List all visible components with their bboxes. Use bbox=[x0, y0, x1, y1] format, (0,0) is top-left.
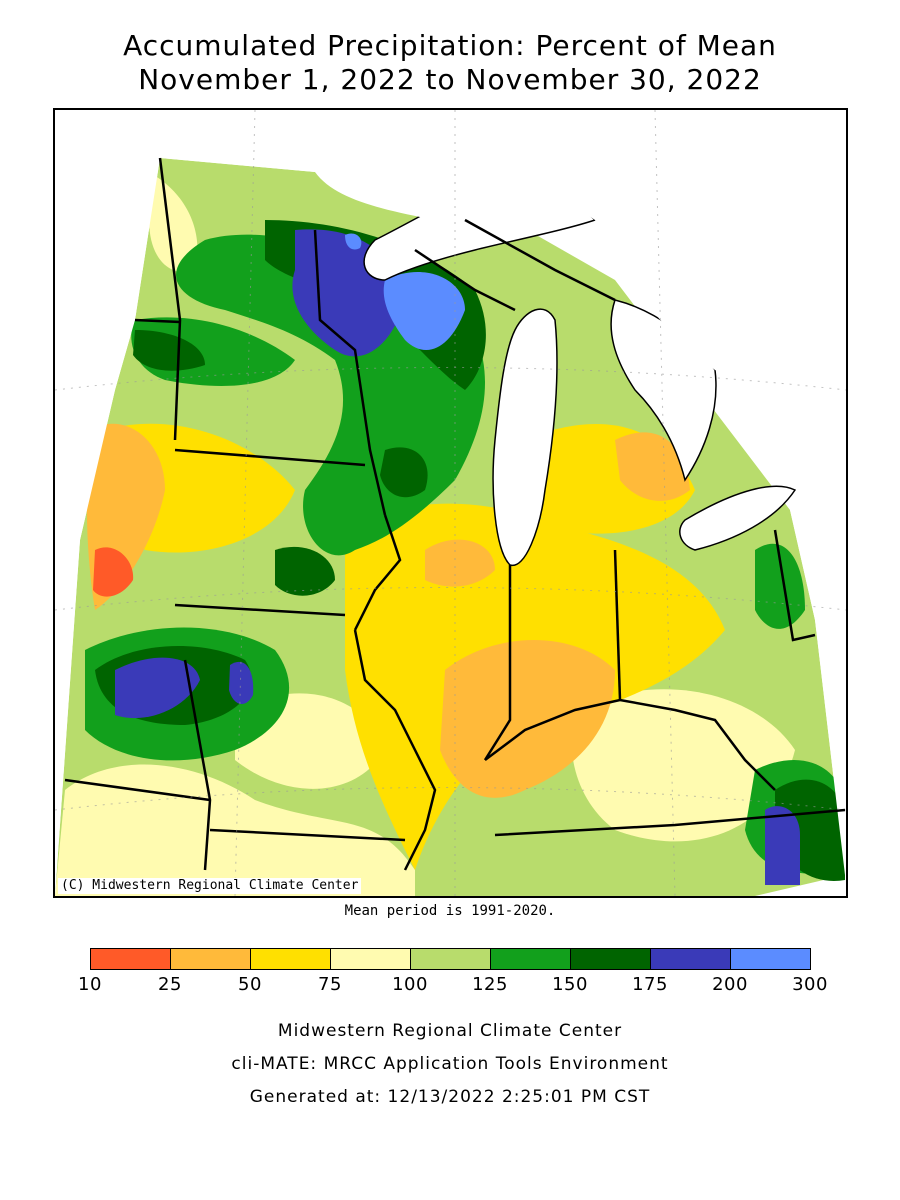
legend-tick-label: 200 bbox=[712, 974, 748, 995]
precip-zone-pale bbox=[145, 170, 198, 272]
legend-tick-label: 25 bbox=[158, 974, 182, 995]
legend-tick-label: 75 bbox=[318, 974, 342, 995]
precip-zone-dark-green bbox=[380, 447, 428, 498]
map-title-line-1: Accumulated Precipitation: Percent of Me… bbox=[123, 29, 777, 62]
outside-domain bbox=[55, 158, 160, 896]
precip-zone-dark-green bbox=[275, 546, 335, 596]
footer-generated: Generated at: 12/13/2022 2:25:01 PM CST bbox=[249, 1087, 651, 1107]
legend-swatch bbox=[170, 948, 251, 970]
minnesota-wisconsin-line bbox=[313, 229, 387, 516]
mean-period-note: Mean period is 1991-2020. bbox=[344, 903, 556, 919]
legend-tick-label: 100 bbox=[392, 974, 428, 995]
legend-tick-label: 125 bbox=[472, 974, 508, 995]
legend-tick-label: 175 bbox=[632, 974, 668, 995]
precip-zone-orange bbox=[440, 640, 615, 798]
ohio-river bbox=[484, 698, 776, 791]
legend-swatch bbox=[90, 948, 171, 970]
precip-zone-dark-blue bbox=[765, 806, 800, 885]
kentucky-tennessee-line bbox=[494, 808, 846, 837]
iowa-illinois-river bbox=[353, 514, 402, 631]
legend-swatch bbox=[570, 948, 651, 970]
legend-swatch bbox=[490, 948, 571, 970]
south-dakota-nebraska-line bbox=[134, 318, 181, 324]
legend-tick-label: 50 bbox=[238, 974, 262, 995]
precip-zone-light-blue bbox=[383, 271, 465, 350]
precip-zone-orange bbox=[615, 432, 690, 501]
minnesota-iowa-line bbox=[174, 448, 366, 467]
state-boundaries bbox=[64, 157, 846, 871]
indiana-ohio-line bbox=[613, 549, 622, 701]
footer-tool: cli-MATE: MRCC Application Tools Environ… bbox=[231, 1054, 669, 1074]
michigan-wisconsin-line bbox=[414, 248, 516, 312]
michigan-upper-peninsula-line bbox=[464, 218, 616, 302]
map-title-line-2: November 1, 2022 to November 30, 2022 bbox=[138, 63, 762, 96]
lake-michigan bbox=[492, 308, 558, 566]
precip-zone-dark-green bbox=[133, 330, 205, 371]
canada-area bbox=[55, 110, 846, 172]
precip-zone-light-blue bbox=[345, 233, 362, 250]
map-canvas bbox=[55, 110, 846, 896]
legend-swatch bbox=[410, 948, 491, 970]
footer-org: Midwestern Regional Climate Center bbox=[277, 1021, 623, 1041]
outside-domain bbox=[790, 490, 846, 896]
precip-zone-orange bbox=[425, 539, 495, 587]
canada-area bbox=[315, 150, 846, 379]
legend-tick-label: 300 bbox=[792, 974, 828, 995]
precip-zone-dark-blue bbox=[115, 657, 200, 719]
lake-erie bbox=[679, 485, 797, 551]
illinois-indiana-line bbox=[483, 565, 512, 761]
kansas-oklahoma-line bbox=[64, 778, 211, 802]
legend-swatch bbox=[330, 948, 411, 970]
precip-zone-red bbox=[93, 547, 134, 597]
precipitation-map: (C) Midwestern Regional Climate Center bbox=[53, 108, 848, 898]
legend-swatch bbox=[730, 948, 811, 970]
graticule bbox=[55, 110, 846, 896]
legend-swatch bbox=[650, 948, 731, 970]
legend-tick-label: 150 bbox=[552, 974, 588, 995]
color-legend bbox=[90, 948, 811, 970]
map-credit: (C) Midwestern Regional Climate Center bbox=[58, 878, 362, 894]
legend-swatch bbox=[250, 948, 331, 970]
north-dakota-minnesota-line bbox=[158, 157, 182, 441]
precip-zone-dark-blue bbox=[229, 661, 254, 705]
ohio-pennsylvania-line bbox=[773, 529, 816, 642]
precip-zone-pale bbox=[571, 689, 795, 842]
precip-zone-green bbox=[755, 543, 805, 629]
mississippi-river-lower bbox=[353, 629, 437, 871]
legend-tick-label: 10 bbox=[78, 974, 102, 995]
iowa-missouri-line bbox=[174, 603, 346, 617]
arkansas-missouri-line bbox=[209, 828, 406, 842]
